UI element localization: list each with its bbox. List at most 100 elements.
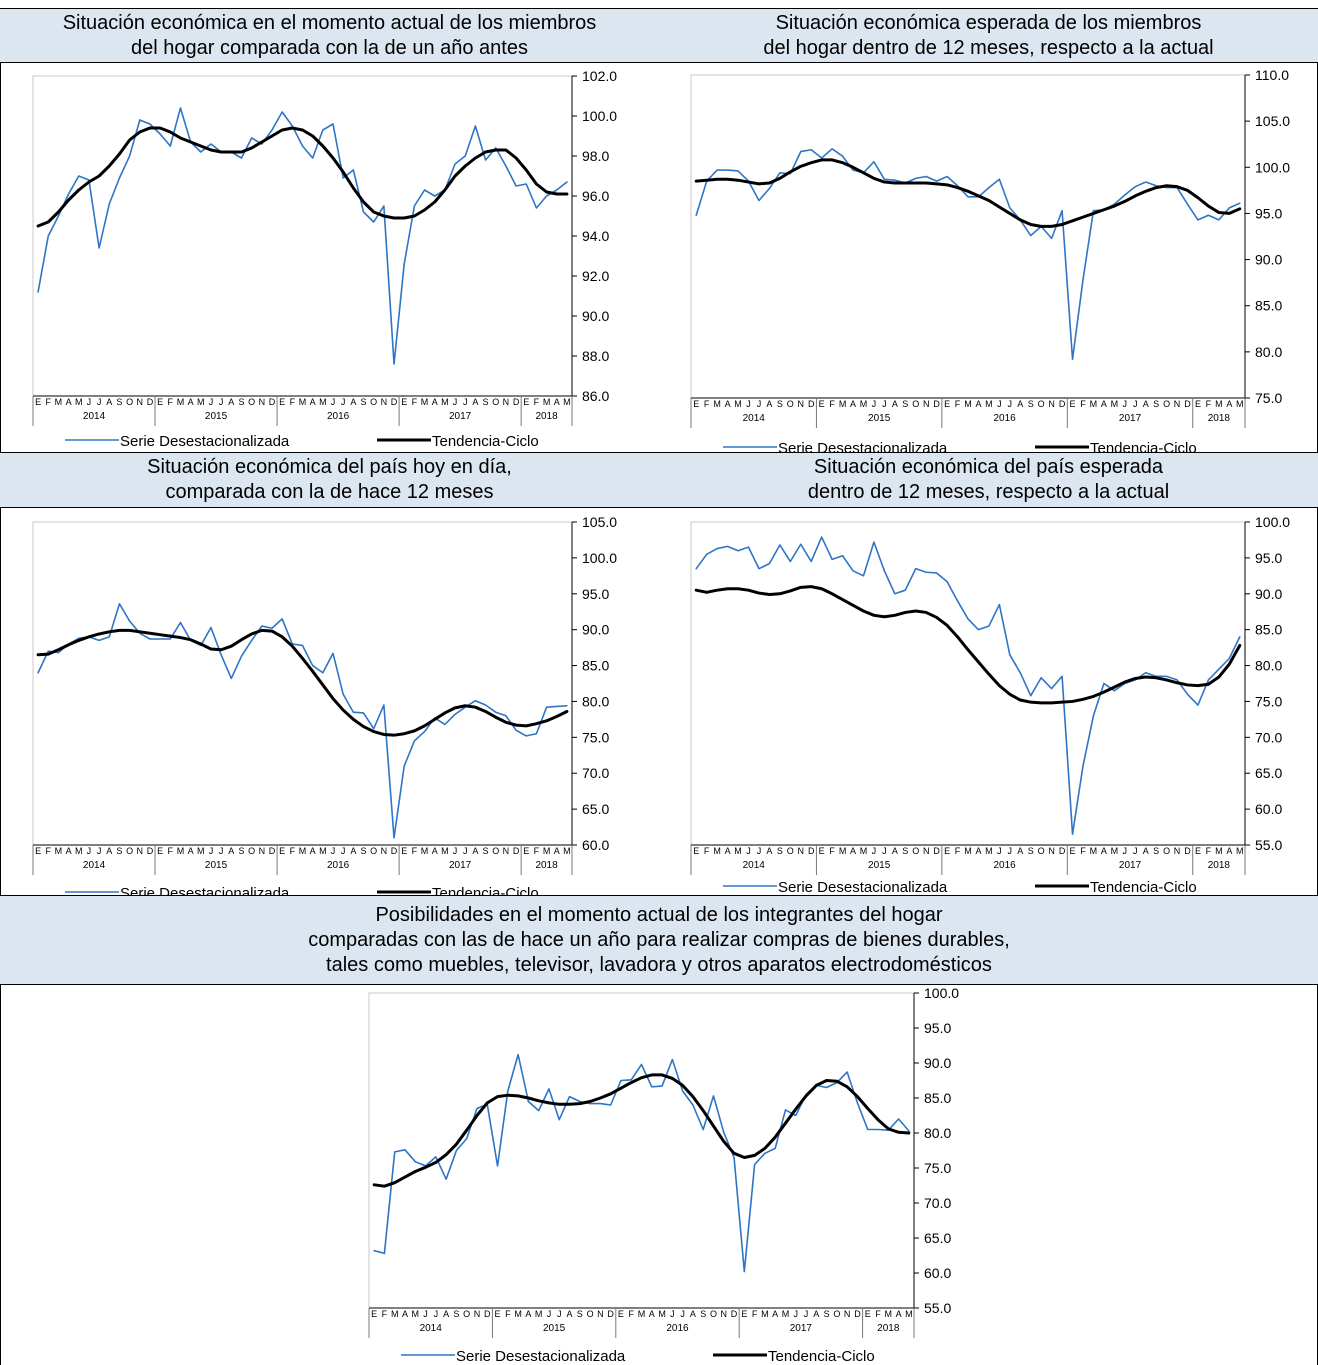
- x-tick-label: S: [116, 846, 122, 856]
- x-tick-label: M: [197, 846, 205, 856]
- x-tick-label: D: [933, 846, 940, 856]
- y-tick-label: 100.0: [582, 108, 617, 124]
- x-tick-label: O: [587, 1309, 594, 1319]
- x-tick-label: N: [503, 846, 510, 856]
- y-tick-label: 70.0: [924, 1195, 951, 1211]
- x-tick-label: S: [1153, 399, 1159, 409]
- x-tick-label: E: [495, 1309, 501, 1319]
- y-tick-label: 86.0: [582, 388, 609, 404]
- x-tick-label: N: [597, 1309, 604, 1319]
- x-tick-label: M: [964, 399, 972, 409]
- x-tick-label: E: [371, 1309, 377, 1319]
- x-tick-label: M: [1111, 846, 1119, 856]
- x-tick-label: J: [434, 1309, 439, 1319]
- year-label: 2014: [743, 413, 766, 424]
- x-tick-label: D: [607, 1309, 614, 1319]
- year-label: 2017: [449, 860, 472, 871]
- x-tick-label: A: [850, 846, 856, 856]
- y-tick-label: 85.0: [1255, 298, 1282, 314]
- x-tick-label: M: [177, 846, 185, 856]
- x-tick-label: O: [492, 846, 499, 856]
- x-tick-label: E: [944, 846, 950, 856]
- x-tick-label: J: [670, 1309, 675, 1319]
- x-tick-label: M: [319, 846, 327, 856]
- y-tick-label: 98.0: [582, 148, 609, 164]
- x-tick-label: A: [892, 846, 898, 856]
- x-tick-label: J: [1123, 846, 1128, 856]
- x-tick-label: M: [421, 397, 429, 407]
- year-label: 2014: [83, 411, 106, 422]
- x-tick-label: J: [453, 846, 458, 856]
- x-tick-label: F: [1080, 399, 1086, 409]
- x-tick-label: D: [147, 846, 154, 856]
- x-tick-label: A: [432, 846, 438, 856]
- y-tick-label: 80.0: [1255, 658, 1282, 674]
- y-tick-label: 60.0: [582, 837, 609, 853]
- y-tick-label: 95.0: [582, 586, 609, 602]
- x-tick-label: O: [492, 397, 499, 407]
- year-label: 2014: [83, 860, 106, 871]
- x-tick-label: A: [188, 846, 194, 856]
- year-label: 2018: [535, 411, 558, 422]
- x-tick-label: N: [1048, 399, 1055, 409]
- x-tick-label: M: [1090, 846, 1098, 856]
- x-tick-label: M: [543, 846, 551, 856]
- x-tick-label: J: [463, 846, 468, 856]
- y-tick-label: 80.0: [924, 1125, 951, 1141]
- x-tick-label: S: [453, 1309, 459, 1319]
- legend-label: Serie Desestacionalizada: [120, 433, 290, 450]
- x-tick-label: A: [525, 1309, 531, 1319]
- x-tick-label: O: [463, 1309, 470, 1319]
- year-label: 2016: [993, 860, 1016, 871]
- x-tick-label: D: [391, 397, 398, 407]
- x-tick-label: N: [474, 1309, 481, 1319]
- year-label: 2015: [205, 860, 228, 871]
- x-tick-label: M: [839, 846, 847, 856]
- x-tick-label: A: [766, 399, 772, 409]
- x-tick-label: M: [782, 1309, 790, 1319]
- x-tick-label: S: [361, 846, 367, 856]
- x-tick-label: M: [299, 846, 307, 856]
- x-tick-label: S: [824, 1309, 830, 1319]
- plot-frame: [32, 521, 573, 846]
- y-tick-label: 90.0: [582, 622, 609, 638]
- x-tick-label: M: [75, 846, 83, 856]
- x-tick-label: M: [55, 846, 63, 856]
- x-tick-label: S: [361, 397, 367, 407]
- x-tick-label: A: [472, 846, 478, 856]
- x-tick-label: A: [66, 397, 72, 407]
- y-tick-label: 85.0: [1255, 622, 1282, 638]
- y-tick-label: 65.0: [1255, 765, 1282, 781]
- x-tick-label: O: [833, 1309, 840, 1319]
- x-tick-label: S: [902, 846, 908, 856]
- x-tick-label: M: [1215, 399, 1223, 409]
- x-tick-label: N: [1048, 846, 1055, 856]
- x-tick-label: F: [1080, 846, 1086, 856]
- legend-label: Tendencia-Ciclo: [1090, 440, 1197, 452]
- x-tick-label: S: [1028, 399, 1034, 409]
- x-tick-label: A: [188, 397, 194, 407]
- y-tick-label: 95.0: [1255, 550, 1282, 566]
- y-tick-label: 75.0: [1255, 390, 1282, 406]
- series-line: [37, 603, 568, 839]
- x-tick-label: F: [704, 399, 710, 409]
- y-tick-label: 110.0: [1255, 67, 1289, 83]
- x-tick-label: D: [854, 1309, 861, 1319]
- x-tick-label: J: [423, 1309, 428, 1319]
- x-tick-label: D: [808, 846, 815, 856]
- x-tick-label: F: [829, 399, 835, 409]
- x-tick-label: M: [197, 397, 205, 407]
- x-tick-label: J: [547, 1309, 552, 1319]
- year-label: 2016: [327, 860, 350, 871]
- x-tick-label: M: [1236, 846, 1244, 856]
- y-tick-label: 70.0: [582, 765, 609, 781]
- x-tick-label: O: [248, 397, 255, 407]
- x-tick-label: O: [1163, 399, 1170, 409]
- x-tick-label: J: [331, 846, 336, 856]
- x-tick-label: F: [46, 397, 52, 407]
- x-tick-label: J: [997, 846, 1002, 856]
- year-label: 2018: [535, 860, 558, 871]
- x-tick-label: A: [725, 846, 731, 856]
